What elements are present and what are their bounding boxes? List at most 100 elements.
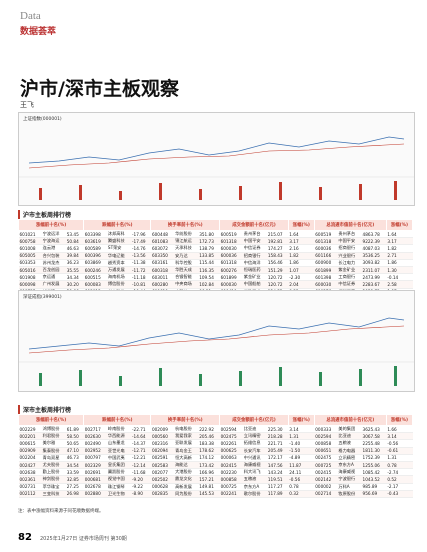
table-cell: 京东方A (242, 483, 267, 491)
table-cell: 002583 (150, 461, 175, 470)
table-cell: 1811.30 (361, 447, 387, 455)
table-cell: 广州发展 (41, 280, 66, 289)
table-cell: 卫光生物 (106, 490, 132, 498)
table-cell: 600030 (219, 244, 243, 253)
trend-line (28, 136, 405, 164)
table-cell: 百龙创园 (41, 266, 66, 275)
table-cell: 亚世光电 (106, 447, 132, 455)
table-cell: 0.78 (386, 461, 413, 470)
table-row: 601008 连云港 46.63 600589 ST荣安 -14.76 603072 天承科技… (18, 244, 413, 253)
chart-label: 深证成指(399001) (23, 293, 62, 300)
table-cell: 0.32 (288, 490, 315, 498)
table-cell: 中信证券 (337, 280, 362, 289)
table-cell: 151.29 (266, 266, 289, 275)
table-cell: 601318 (219, 259, 243, 267)
table-cell: 2.58 (386, 280, 413, 289)
table-cell: 002094 (150, 447, 175, 455)
ma-line (28, 143, 405, 169)
table-cell: 拓维信息 (242, 439, 267, 448)
table-cell: 002475 (219, 432, 243, 441)
table-cell: 002678 (83, 483, 107, 491)
table-cell: 杭电股份 (174, 425, 199, 434)
table-cell: 002204 (18, 454, 42, 462)
table-cell: 36.23 (65, 259, 84, 267)
table-cell: 601908 (18, 273, 42, 282)
table-cell: 2.71 (386, 252, 413, 260)
table-cell: 万通发展 (106, 266, 132, 275)
table-cell: -0.43 (386, 490, 413, 498)
column-header: 成交金额前十名(亿元) (219, 219, 289, 231)
column-header: 换手率前十名(%) (150, 219, 221, 231)
table-cell: 002201 (18, 432, 42, 441)
table-cell: 605016 (18, 266, 42, 275)
table-cell: 605005 (18, 252, 42, 260)
table-cell: 601318 (314, 237, 338, 246)
table-cell: -12.71 (131, 447, 151, 455)
table-cell: 603398 (83, 230, 107, 239)
table-cell: 002241 (219, 490, 243, 498)
table-cell: 山东墨龙 (106, 439, 132, 448)
table-cell: 601166 (314, 252, 338, 260)
table-cell: 安乃达 (174, 252, 199, 260)
table-cell: 海康威视 (337, 468, 362, 477)
table-cell: 34.34 (65, 273, 84, 282)
table-cell: 600030 (219, 280, 243, 289)
table-cell: 002835 (150, 490, 175, 498)
table-cell: 1.86 (288, 259, 315, 267)
table-cell: 222.92 (198, 425, 220, 434)
table-cell: 600900 (314, 259, 338, 267)
table-cell: 0.52 (386, 475, 413, 484)
table-cell: 000858 (219, 475, 243, 484)
table-cell: -0.56 (386, 439, 413, 448)
table-cell: 61.89 (65, 425, 84, 434)
table-cell: 215.07 (266, 230, 289, 239)
table-cell: 173.42 (198, 461, 220, 470)
table-cell: 119.51 (266, 475, 289, 484)
table-cell: 1.64 (288, 230, 315, 239)
table-cell: 000002 (314, 483, 338, 491)
table-cell: 117.27 (266, 483, 289, 491)
table-row: 603353 苏州龙杰 36.23 603869 越秀资本 -11.38 603161 科华控… (18, 259, 413, 267)
table-cell: 002952 (83, 447, 107, 455)
table-cell: -0.61 (386, 447, 413, 455)
table-cell: -10.81 (131, 280, 151, 289)
table-cell: 600030 (314, 280, 338, 289)
table-row: 000615 美尔雅 50.65 002490 山东墨龙 -14.37 002316 亚联发展… (18, 439, 413, 448)
table-cell: 002077 (150, 468, 175, 477)
table-cell: 3093.82 (361, 259, 387, 267)
table-cell: 109.54 (198, 273, 220, 282)
table-cell: 218.28 (266, 432, 289, 441)
index-chart: 深证成指(399001) (18, 290, 415, 392)
table-cell: 3.14 (288, 425, 315, 434)
table-cell: 178.62 (198, 447, 220, 455)
table-cell: 2.16 (288, 244, 315, 253)
table-cell: 宁波海运 (41, 237, 66, 246)
table-cell: 158.43 (266, 252, 289, 260)
table-cell: 贵州茅台 (242, 230, 267, 239)
table-cell: -14.37 (131, 439, 151, 448)
column-header: 涨幅(%) (385, 414, 414, 426)
table-cell: 000628 (150, 483, 175, 491)
table-row: 605005 合兴包装 39.84 600396 华电辽能 -13.56 603350 安乃达… (18, 252, 413, 260)
table-cell: -9.20 (131, 475, 151, 484)
table-cell: 002142 (314, 475, 338, 484)
table-cell: 32.85 (65, 475, 84, 484)
table-cell: 002691 (83, 468, 107, 477)
table-cell: 002415 (314, 468, 338, 477)
table-cell: 合兴包装 (41, 252, 66, 260)
table-cell: 351.80 (198, 230, 220, 239)
table-cell: 600246 (83, 266, 107, 275)
table-cell: 1.64 (386, 230, 413, 239)
table-cell: 600036 (219, 252, 243, 260)
table-cell: 1085.42 (361, 468, 387, 477)
table-cell: 000725 (314, 461, 338, 470)
table-cell: -12.21 (131, 454, 151, 462)
footer-info: 2025年1月27日 证券市场周刊 第30期 (40, 536, 127, 542)
table-cell: 002361 (18, 475, 42, 484)
table-cell: 116.35 (198, 266, 220, 275)
table-cell: 601398 (314, 273, 338, 282)
table-cell: 中国武夷 (106, 454, 132, 462)
table-cell: 117.89 (266, 490, 289, 498)
table-cell: 205.46 (198, 432, 220, 441)
column-header: 跌幅前十名(%) (83, 414, 152, 426)
